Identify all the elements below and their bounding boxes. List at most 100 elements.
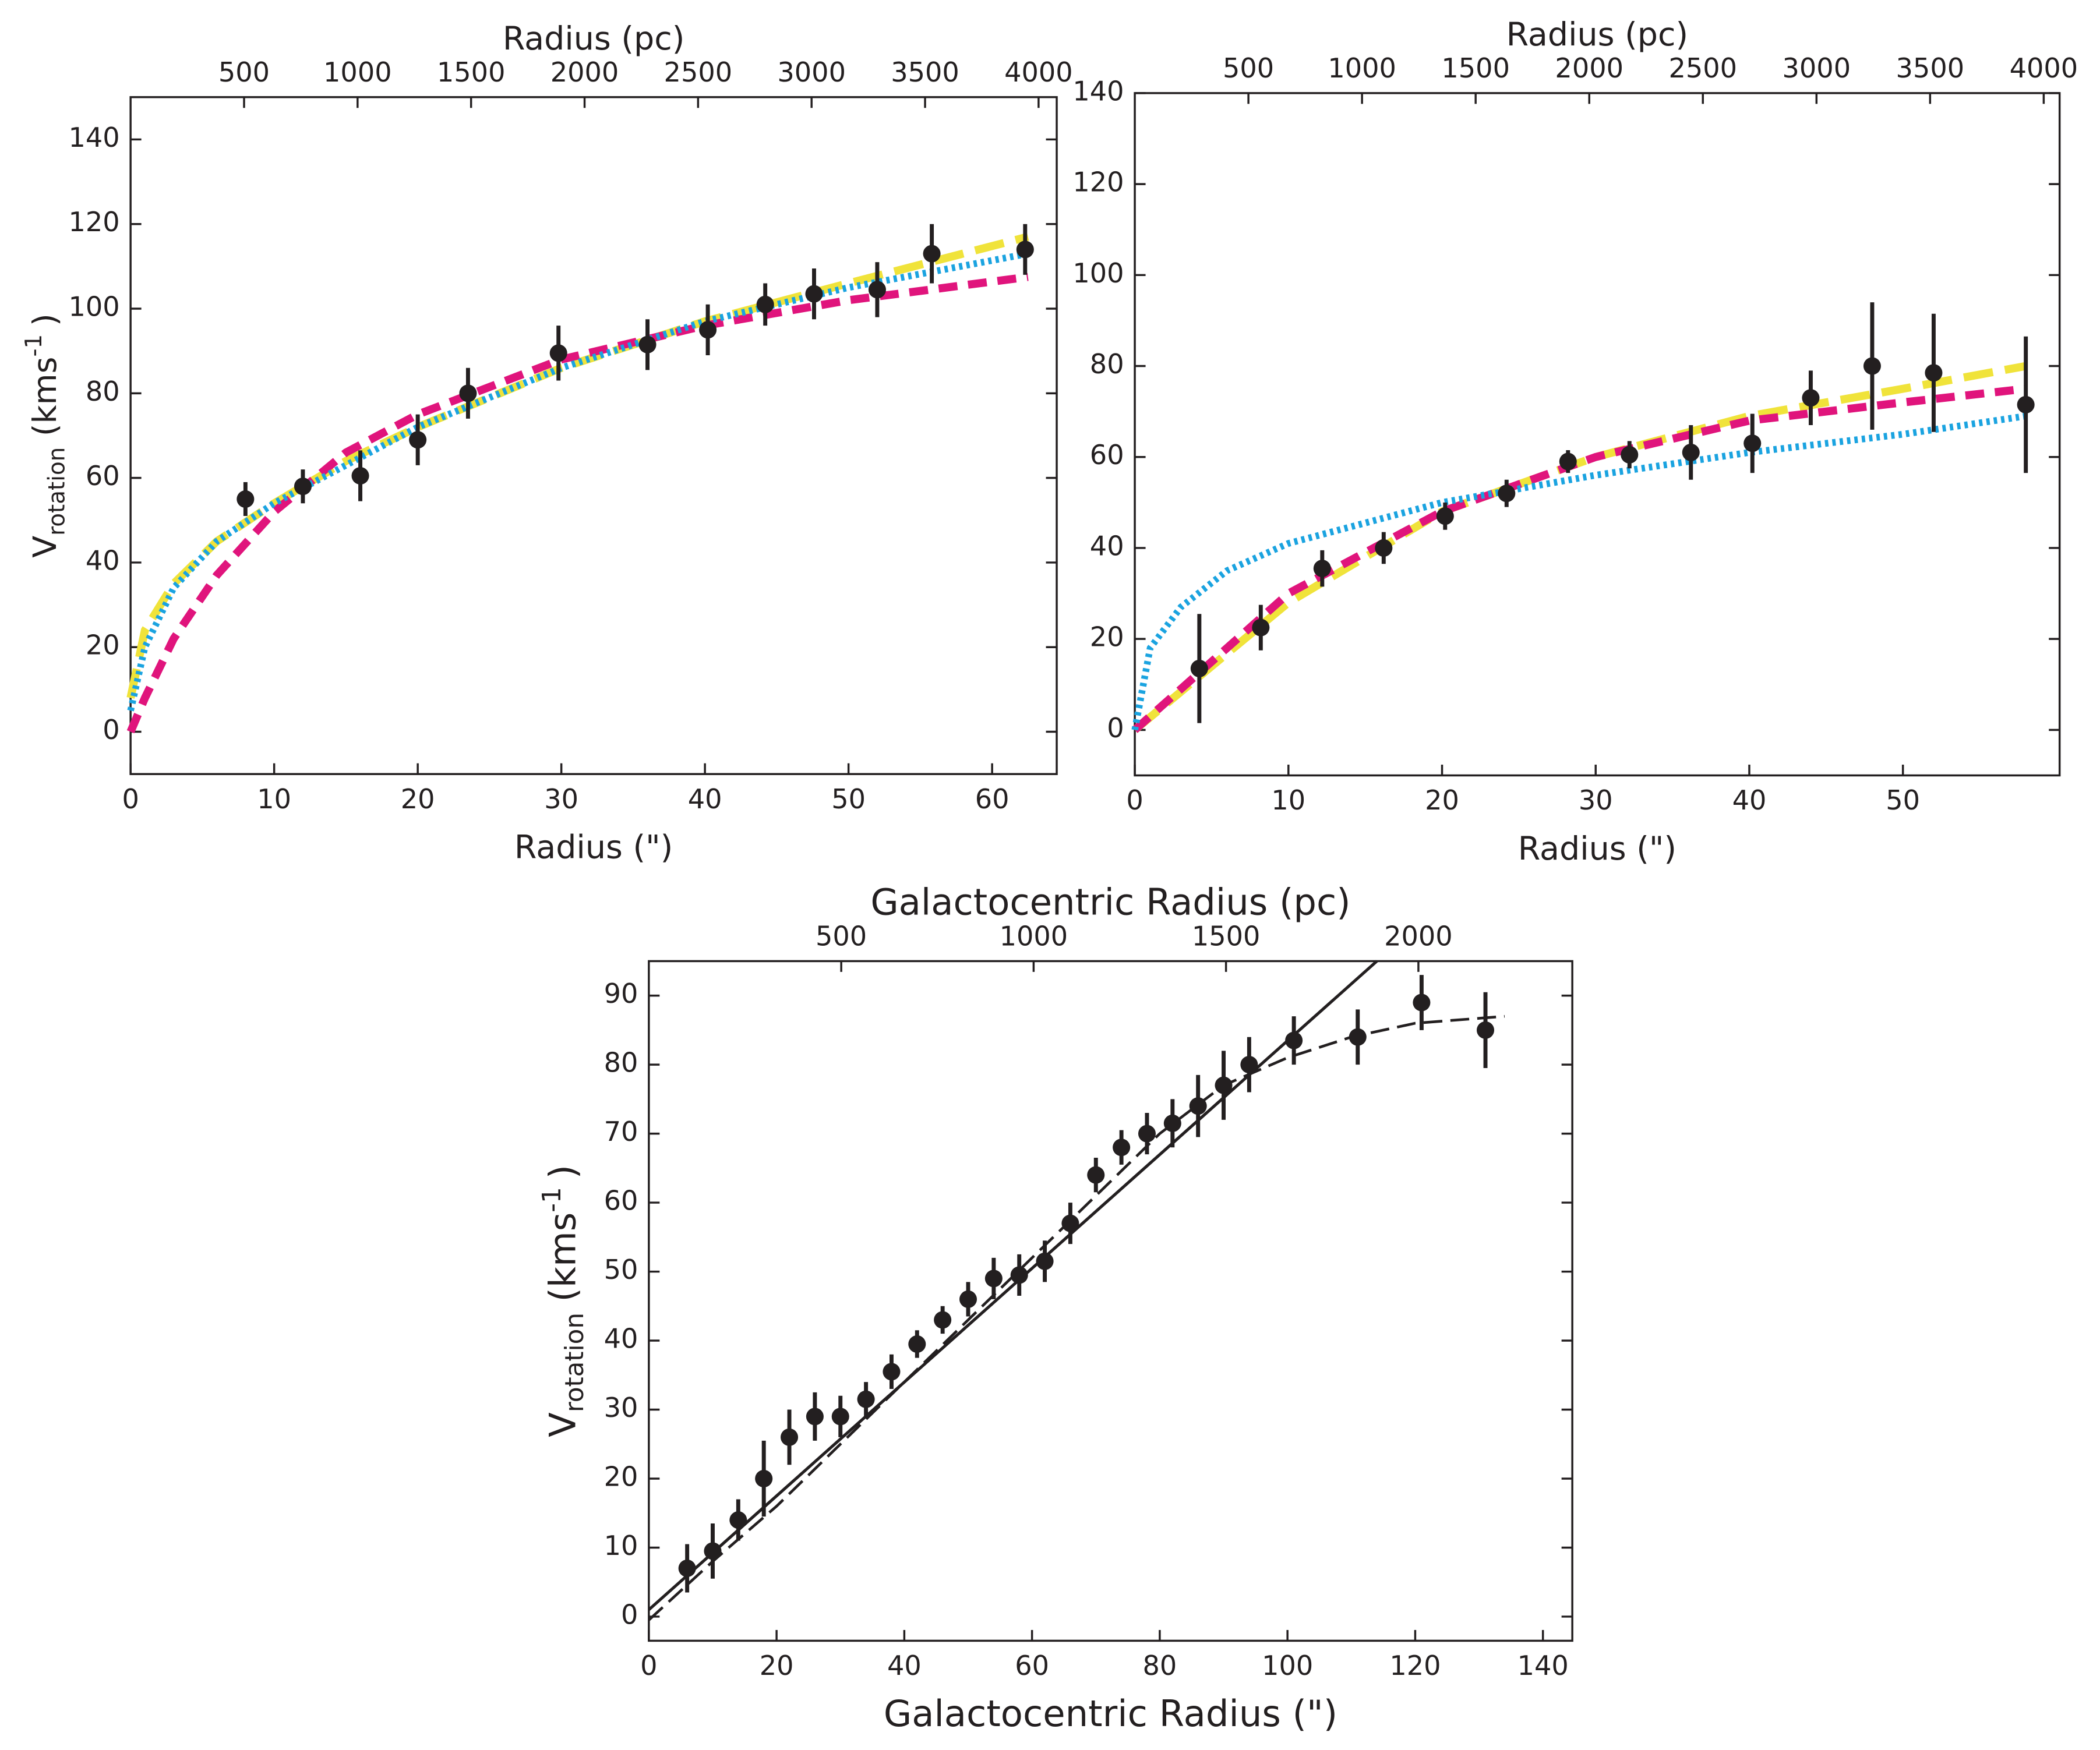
- data-point: [1413, 994, 1431, 1012]
- model-curve: [1131, 412, 2027, 731]
- y-tick-label: 0: [103, 714, 119, 745]
- y-tick-label: 140: [68, 122, 119, 153]
- x-tick-label: 10: [1271, 784, 1305, 816]
- model-curve: [1132, 362, 2027, 733]
- x-tick-label: 60: [1015, 1650, 1049, 1681]
- y-tick-label: 90: [604, 978, 638, 1009]
- x2-tick-label: 3500: [1896, 52, 1965, 84]
- x-tick-label: 40: [887, 1650, 922, 1681]
- y-tick-label: 120: [68, 206, 119, 238]
- data-point: [1559, 452, 1577, 471]
- x2-tick-label: 1000: [323, 56, 392, 88]
- x2-tick-label: 1500: [1192, 921, 1261, 952]
- y-tick-label: 80: [86, 376, 120, 407]
- data-point: [1087, 1166, 1105, 1184]
- data-point: [868, 281, 886, 299]
- data-point: [549, 344, 567, 362]
- y-tick-label: 40: [86, 545, 120, 576]
- x2-tick-label: 2500: [664, 56, 733, 88]
- x-tick-label: 20: [401, 783, 435, 815]
- data-point: [831, 1408, 849, 1426]
- x2-tick-label: 4000: [1004, 56, 1073, 88]
- data-point: [755, 1469, 773, 1487]
- y-tick-label: 20: [604, 1461, 638, 1492]
- x2-tick-label: 1000: [1000, 921, 1068, 952]
- x2-tick-label: 4000: [2010, 52, 2078, 84]
- x2-tick-label: 3000: [1783, 52, 1851, 84]
- data-point: [1113, 1139, 1131, 1157]
- x-tick-label: 100: [1262, 1650, 1313, 1681]
- data-point: [934, 1311, 952, 1329]
- data-point: [1252, 618, 1270, 637]
- y-label-unit: (kms: [542, 1212, 584, 1302]
- y-label-sub: rotation: [560, 1313, 590, 1412]
- x-tick-label: 30: [1579, 784, 1613, 816]
- data-point: [857, 1390, 875, 1408]
- x2-tick-label: 500: [218, 56, 270, 88]
- y-tick-label: 20: [86, 630, 120, 661]
- y-axis-label: Vrotation (kms-1): [21, 313, 70, 557]
- y-tick-label: 80: [604, 1047, 638, 1079]
- x-tick-label: 0: [640, 1650, 657, 1681]
- x-tick-label: 40: [1732, 784, 1767, 816]
- data-point: [1621, 446, 1639, 464]
- data-point: [805, 285, 823, 303]
- model-curve: [648, 960, 1378, 1611]
- y-axis-label: Vrotation (kms-1): [537, 1165, 590, 1437]
- data-point: [756, 295, 774, 313]
- data-point: [1215, 1076, 1233, 1094]
- data-point: [1036, 1252, 1054, 1270]
- data-point: [1802, 389, 1820, 407]
- data-point: [984, 1270, 1003, 1288]
- data-point: [1138, 1125, 1156, 1143]
- x-axis-label: Radius ("): [1518, 830, 1677, 868]
- model-curve: [126, 273, 1029, 734]
- data-point: [923, 245, 941, 263]
- x-tick-label: 20: [760, 1650, 794, 1681]
- x2-axis-label: Radius (pc): [1506, 16, 1689, 54]
- x-tick-label: 10: [257, 783, 291, 815]
- data-point: [1925, 364, 1943, 382]
- data-point: [237, 490, 255, 508]
- data-point: [781, 1428, 799, 1446]
- model-curve: [1132, 384, 2027, 733]
- y-label-unit: (kms: [27, 356, 64, 436]
- x2-tick-label: 2500: [1668, 52, 1737, 84]
- x-tick-label: 40: [688, 783, 722, 815]
- x-tick-label: 20: [1425, 784, 1459, 816]
- x2-axis-label: Radius (pc): [503, 20, 685, 58]
- y-tick-label: 100: [1072, 257, 1124, 289]
- y-tick-label: 20: [1090, 621, 1124, 653]
- data-point: [351, 466, 369, 485]
- x2-tick-label: 500: [816, 921, 867, 952]
- data-point: [908, 1335, 926, 1353]
- y-label-main: V: [542, 1412, 584, 1437]
- x-tick-label: 0: [122, 783, 139, 815]
- y-label-close: ): [27, 313, 64, 326]
- data-point: [1313, 560, 1331, 578]
- x-tick-label: 120: [1389, 1650, 1441, 1681]
- model-curve: [127, 250, 1029, 712]
- y-tick-label: 10: [604, 1530, 638, 1561]
- x-tick-label: 60: [975, 783, 1010, 815]
- data-point: [1349, 1028, 1367, 1046]
- x-tick-label: 50: [1886, 784, 1920, 816]
- x2-tick-label: 2000: [550, 56, 619, 88]
- model-curve: [648, 1014, 1505, 1621]
- y-label-main: V: [27, 536, 64, 558]
- y-tick-label: 30: [604, 1392, 638, 1423]
- data-point: [1375, 539, 1393, 557]
- data-point: [1061, 1214, 1079, 1232]
- data-point: [959, 1290, 977, 1308]
- x-tick-label: 140: [1517, 1650, 1569, 1681]
- x-axis-label: Galactocentric Radius ("): [884, 1692, 1337, 1735]
- data-point: [678, 1559, 696, 1578]
- data-point: [1743, 434, 1762, 452]
- data-point: [1863, 357, 1881, 375]
- data-point: [1190, 659, 1208, 677]
- x2-tick-label: 3000: [777, 56, 846, 88]
- model-curve: [126, 232, 1029, 699]
- data-point: [1016, 241, 1034, 259]
- y-tick-label: 40: [1090, 530, 1124, 561]
- data-point: [2017, 395, 2035, 413]
